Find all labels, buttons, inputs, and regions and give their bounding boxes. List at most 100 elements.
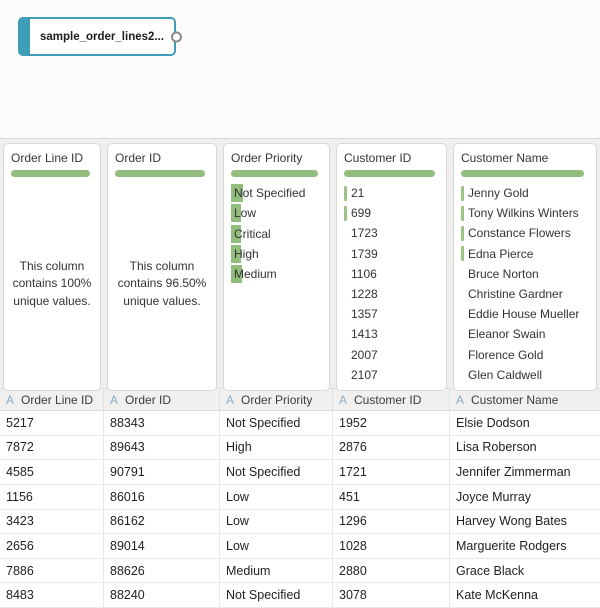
histogram-item[interactable]: Medium xyxy=(231,264,322,284)
profile-value-item[interactable]: 1739 xyxy=(344,244,439,264)
table-cell[interactable]: 1296 xyxy=(333,509,450,535)
table-cell[interactable]: 89643 xyxy=(104,435,220,461)
table-cell[interactable]: 7872 xyxy=(0,435,104,461)
table-cell[interactable]: 4585 xyxy=(0,460,104,485)
profile-value-item[interactable]: 699 xyxy=(344,203,439,223)
table-cell[interactable]: 86162 xyxy=(104,509,220,535)
profile-value-item[interactable]: Glen Caldwell xyxy=(461,365,589,385)
table-cell[interactable]: 1952 xyxy=(333,411,450,436)
profile-value-item[interactable]: 1413 xyxy=(344,324,439,344)
column-quality-bar xyxy=(11,170,90,177)
profile-value-item[interactable]: Eddie House Mueller xyxy=(461,304,589,324)
table-cell[interactable]: 5217 xyxy=(0,411,104,436)
data-grid-body: 5217 88343 Not Specified 1952 Elsie Dodson 78… xyxy=(0,411,600,608)
profile-value-item[interactable]: Jenny Gold xyxy=(461,183,589,203)
profile-value-item[interactable]: Tony Wilkins Winters xyxy=(461,203,589,223)
histogram-bar xyxy=(231,244,241,263)
table-cell[interactable]: Joyce Murray xyxy=(450,485,600,510)
histogram-item-label: Medium xyxy=(234,267,277,282)
table-cell[interactable]: Low xyxy=(220,509,333,535)
profile-card-title: Customer ID xyxy=(344,151,412,165)
text-type-icon: A xyxy=(110,392,119,407)
table-cell[interactable]: 3423 xyxy=(0,509,104,535)
profile-value-label: 1357 xyxy=(351,307,378,322)
table-cell[interactable]: 88626 xyxy=(104,558,220,584)
table-cell[interactable]: 1156 xyxy=(0,484,104,510)
table-cell[interactable]: 1028 xyxy=(333,534,450,559)
table-cell[interactable]: Low xyxy=(220,484,333,510)
table-cell[interactable]: 3078 xyxy=(333,583,450,608)
table-cell[interactable]: 86016 xyxy=(104,484,220,510)
profile-value-label: Tony Wilkins Winters xyxy=(468,206,579,221)
histogram-item[interactable]: Low xyxy=(231,203,322,223)
text-type-icon: A xyxy=(6,392,15,407)
table-cell[interactable]: Grace Black xyxy=(450,559,600,584)
histogram-item[interactable]: Critical xyxy=(231,224,322,244)
column-quality-bar xyxy=(344,170,436,177)
table-cell[interactable]: Lisa Roberson xyxy=(450,436,600,461)
frequency-bar xyxy=(461,225,464,241)
profile-value-item[interactable]: Eleanor Swain xyxy=(461,324,589,344)
profile-card-order-line-id[interactable]: Order Line ID This column contains 100% u… xyxy=(3,143,101,391)
node-output-port-icon[interactable] xyxy=(171,31,182,42)
table-cell[interactable]: Not Specified xyxy=(220,583,333,608)
profile-value-label: Constance Flowers xyxy=(468,226,571,241)
histogram-item[interactable]: Not Specified xyxy=(231,183,322,203)
profile-value-item[interactable]: Constance Flowers xyxy=(461,223,589,243)
profile-card-slot: Customer Name Jenny Gold Tony Wilkins Wint… xyxy=(450,143,600,391)
table-cell[interactable]: 2876 xyxy=(333,435,450,461)
profile-card-customer-name[interactable]: Customer Name Jenny Gold Tony Wilkins Wint… xyxy=(453,143,597,391)
table-cell[interactable]: 88240 xyxy=(104,583,220,608)
column-header-order-priority[interactable]: A Order Priority xyxy=(220,389,333,410)
column-header-customer-name[interactable]: A Customer Name xyxy=(450,389,600,410)
table-cell[interactable]: Elsie Dodson xyxy=(450,411,600,436)
table-row: 7872 89643 High 2876 Lisa Roberson xyxy=(0,435,600,461)
table-cell[interactable]: 7886 xyxy=(0,558,104,584)
histogram-bar xyxy=(231,204,241,223)
table-cell[interactable]: Jennifer Zimmerman xyxy=(450,460,600,485)
profile-value-item[interactable]: Christine Gardner xyxy=(461,284,589,304)
table-cell[interactable]: 90791 xyxy=(104,460,220,485)
profile-value-item[interactable]: 1357 xyxy=(344,304,439,324)
dataset-node[interactable]: sample_order_lines2... xyxy=(18,17,182,56)
table-cell[interactable]: 89014 xyxy=(104,534,220,559)
table-cell[interactable]: Harvey Wong Bates xyxy=(450,510,600,535)
table-cell[interactable]: Not Specified xyxy=(220,411,333,436)
table-cell[interactable]: Marguerite Rodgers xyxy=(450,534,600,559)
frequency-bar xyxy=(344,367,347,382)
table-cell[interactable]: High xyxy=(220,435,333,461)
table-cell[interactable]: Kate McKenna xyxy=(450,583,600,608)
frequency-bar xyxy=(344,287,347,302)
table-cell[interactable]: Not Specified xyxy=(220,460,333,485)
profile-value-item[interactable]: 1723 xyxy=(344,223,439,243)
column-header-order-line-id[interactable]: A Order Line ID xyxy=(0,389,104,410)
table-cell[interactable]: 2656 xyxy=(0,534,104,559)
profile-card-title: Order Priority xyxy=(231,151,303,165)
table-row: 3423 86162 Low 1296 Harvey Wong Bates xyxy=(0,509,600,535)
profile-card-body: This column contains 100% unique values. xyxy=(11,183,93,385)
profile-value-item[interactable]: 21 xyxy=(344,183,439,203)
profile-card-customer-id[interactable]: Customer ID 21 699 1723 1739 1106 1228 1357 1413… xyxy=(336,143,447,391)
histogram-item[interactable]: High xyxy=(231,244,322,264)
table-cell[interactable]: Low xyxy=(220,534,333,559)
column-header-order-id[interactable]: A Order ID xyxy=(104,389,220,410)
text-type-icon: A xyxy=(226,392,235,407)
table-cell[interactable]: 8483 xyxy=(0,583,104,608)
profile-value-item[interactable]: 2007 xyxy=(344,345,439,365)
table-cell[interactable]: 2880 xyxy=(333,558,450,584)
profile-value-item[interactable]: Florence Gold xyxy=(461,345,589,365)
dataset-node-accent xyxy=(20,19,30,54)
profile-card-title: Customer Name xyxy=(461,151,549,165)
table-cell[interactable]: 88343 xyxy=(104,411,220,436)
profile-card-order-priority[interactable]: Order Priority Not Specified Low Critical Hi… xyxy=(223,143,330,391)
column-header-customer-id[interactable]: A Customer ID xyxy=(333,389,450,410)
profile-card-order-id[interactable]: Order ID This column contains 96.50% uniq… xyxy=(107,143,217,391)
profile-value-item[interactable]: 1228 xyxy=(344,284,439,304)
table-cell[interactable]: Medium xyxy=(220,558,333,584)
table-cell[interactable]: 1721 xyxy=(333,460,450,485)
table-cell[interactable]: 451 xyxy=(333,484,450,510)
profile-value-item[interactable]: 1106 xyxy=(344,264,439,284)
profile-value-item[interactable]: 2107 xyxy=(344,365,439,385)
profile-value-item[interactable]: Bruce Norton xyxy=(461,264,589,284)
profile-value-item[interactable]: Edna Pierce xyxy=(461,244,589,264)
